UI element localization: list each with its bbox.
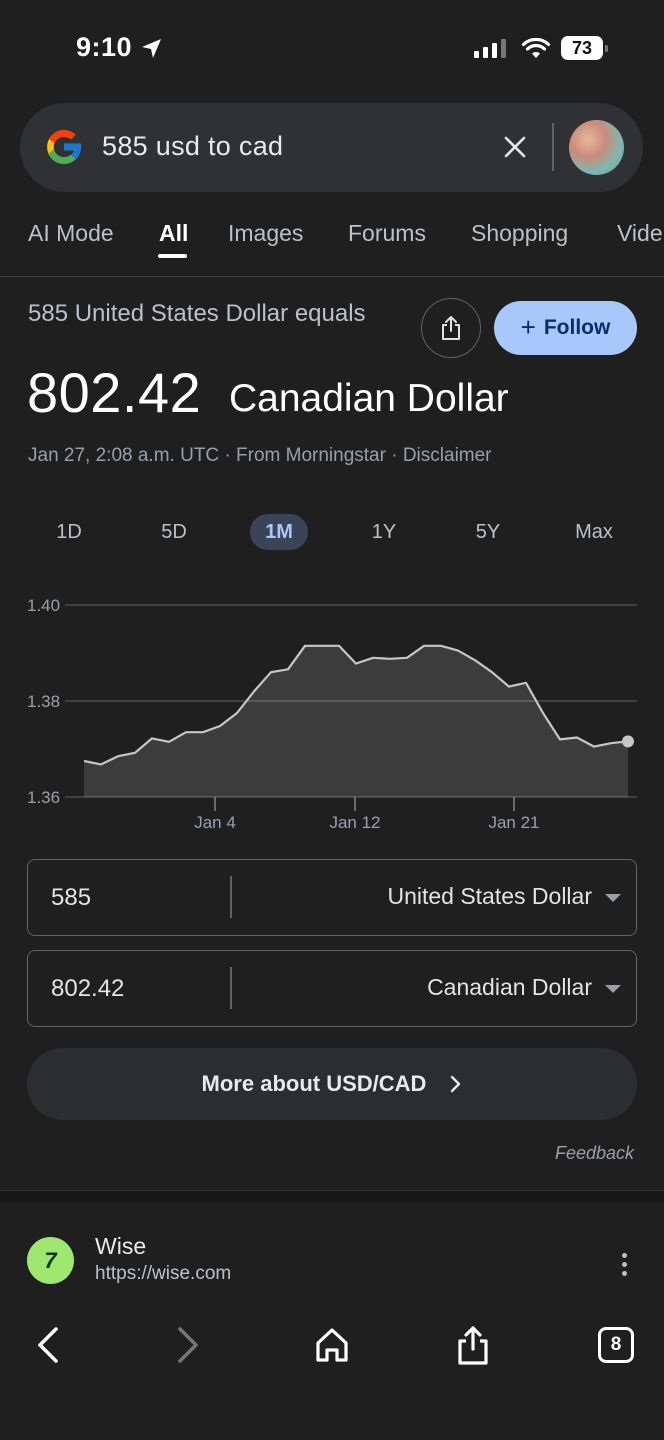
x-tick-label: Jan 21 (488, 813, 539, 832)
battery-indicator: 73 (561, 36, 603, 60)
search-divider (552, 123, 554, 171)
plus-icon: + (520, 312, 536, 342)
to-amount-input[interactable]: 802.42 (51, 975, 125, 1002)
y-tick-label: 1.40 (27, 596, 60, 615)
tab-ai-mode[interactable]: AI Mode (28, 220, 114, 246)
conversion-lead-text: 585 United States Dollar equals (28, 300, 366, 327)
browser-toolbar (0, 1302, 664, 1440)
more-about-button[interactable]: More about USD/CAD (27, 1048, 637, 1120)
close-icon[interactable] (501, 133, 529, 161)
follow-label: Follow (543, 316, 611, 339)
result-url[interactable]: https://wise.com (95, 1263, 232, 1284)
last-point-marker (622, 735, 634, 748)
converted-amount: 802.42 (27, 361, 202, 424)
x-tick-label: Jan 12 (329, 813, 380, 832)
tab-forums[interactable]: Forums (348, 220, 426, 246)
range-max[interactable]: Max (575, 520, 613, 543)
exchange-rate-chart[interactable]: 1.40 1.38 1.36 Jan 4 Jan 12 Jan 21 (0, 585, 664, 835)
range-5y[interactable]: 5Y (475, 520, 501, 543)
location-arrow-icon (142, 39, 161, 58)
search-input[interactable]: 585 usd to cad (102, 131, 284, 161)
source-meta: Jan 27, 2:08 a.m. UTC · From Morningstar… (28, 445, 492, 466)
tab-images[interactable]: Images (228, 220, 304, 246)
feedback-link[interactable]: Feedback (555, 1143, 635, 1163)
range-5d[interactable]: 5D (161, 520, 187, 543)
range-1y[interactable]: 1Y (371, 520, 397, 543)
from-currency-select[interactable]: United States Dollar (387, 883, 592, 909)
x-tick-label: Jan 4 (194, 813, 236, 832)
avatar[interactable] (569, 120, 624, 175)
section-divider (0, 1190, 664, 1202)
share-page-icon[interactable] (454, 1325, 492, 1367)
share-button[interactable] (421, 298, 481, 358)
tabs-divider (0, 276, 664, 277)
wise-logo-icon[interactable]: 7 (27, 1237, 74, 1284)
status-time: 9:10 (76, 32, 133, 62)
series-line (83, 644, 629, 766)
result-site-name[interactable]: Wise (95, 1233, 147, 1259)
converter-from-row: 585 United States Dollar (27, 859, 637, 936)
to-currency-select[interactable]: Canadian Dollar (427, 974, 592, 1000)
tab-videos[interactable]: Vide (617, 220, 663, 246)
tab-switcher-button[interactable]: 8 (598, 1327, 634, 1363)
converter-separator (230, 876, 232, 918)
chevron-right-icon (451, 1075, 461, 1093)
share-icon (442, 316, 460, 340)
area-fill (84, 645, 628, 797)
home-icon[interactable] (313, 1325, 351, 1365)
chevron-down-icon[interactable] (605, 894, 621, 902)
tab-all[interactable]: All (159, 220, 189, 246)
battery-tip (605, 45, 608, 52)
from-amount-input[interactable]: 585 (51, 884, 92, 911)
search-bar[interactable] (20, 103, 643, 192)
y-tick-label: 1.38 (27, 692, 60, 711)
range-1d[interactable]: 1D (56, 520, 82, 543)
more-options-icon[interactable] (622, 1253, 627, 1276)
cellular-signal-icon (474, 39, 506, 58)
back-icon[interactable] (32, 1325, 64, 1365)
follow-button[interactable]: + Follow (494, 301, 637, 355)
tab-shopping[interactable]: Shopping (471, 220, 569, 246)
chevron-down-icon[interactable] (605, 985, 621, 993)
converter-separator (230, 967, 232, 1009)
y-tick-label: 1.36 (27, 788, 60, 807)
converter-to-row: 802.42 Canadian Dollar (27, 950, 637, 1027)
more-about-label: More about USD/CAD (201, 1071, 427, 1096)
wifi-icon (521, 38, 551, 58)
active-tab-indicator (158, 254, 187, 258)
target-currency: Canadian Dollar (229, 377, 509, 420)
google-logo-icon[interactable] (42, 125, 86, 169)
range-1m[interactable]: 1M (250, 514, 308, 550)
forward-icon[interactable] (172, 1325, 204, 1365)
